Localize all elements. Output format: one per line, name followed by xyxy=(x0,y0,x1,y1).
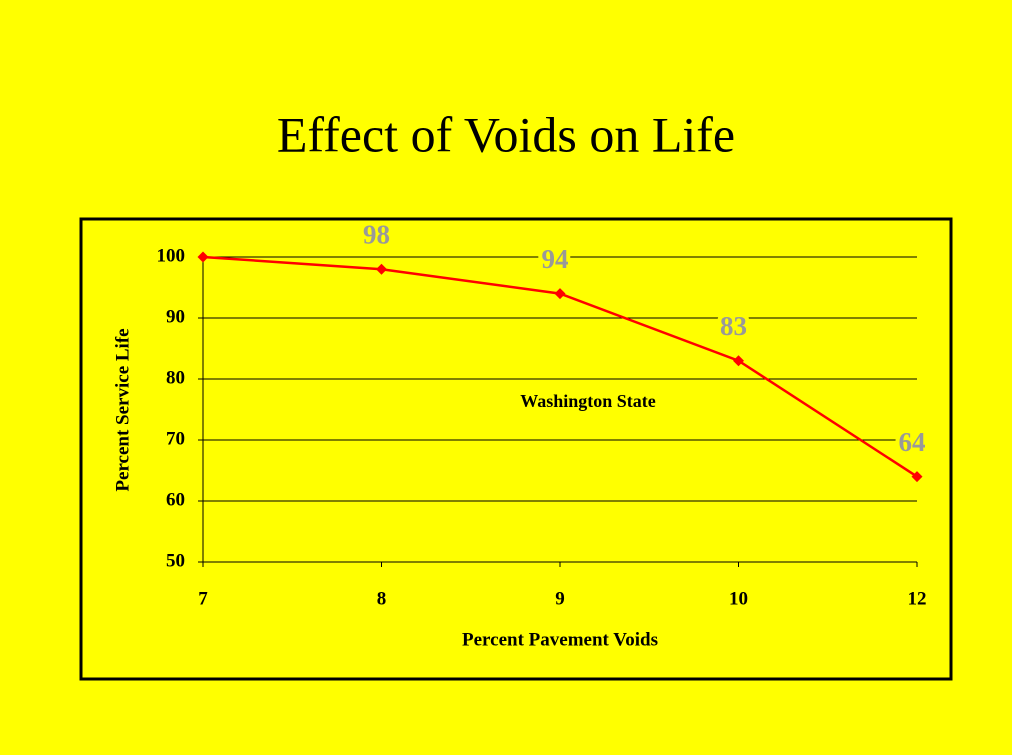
data-point xyxy=(554,288,566,300)
x-tick-label: 12 xyxy=(908,588,927,609)
y-tick-label: 90 xyxy=(166,306,185,327)
y-tick-label: 70 xyxy=(166,428,185,449)
data-point xyxy=(376,263,387,275)
chart-frame xyxy=(79,217,953,681)
y-tick-label: 100 xyxy=(157,245,186,266)
x-tick-label: 8 xyxy=(377,588,387,609)
annotation: Washington State xyxy=(520,391,656,411)
x-tick-label: 7 xyxy=(198,588,208,609)
y-tick-label: 50 xyxy=(166,550,185,571)
chart-title: Effect of Voids on Life xyxy=(277,106,735,162)
data-label: 98 xyxy=(363,219,390,249)
x-axis-title: Percent Pavement Voids xyxy=(462,629,658,650)
x-tick-label: 9 xyxy=(555,588,565,609)
data-point xyxy=(197,251,209,263)
y-tick-label: 60 xyxy=(166,489,185,510)
y-axis-title: Percent Service Life xyxy=(112,328,133,491)
data-point xyxy=(733,355,744,367)
data-label: 83 xyxy=(720,311,747,341)
x-tick-label: 10 xyxy=(729,588,748,609)
data-point xyxy=(911,471,923,483)
y-tick-label: 80 xyxy=(166,367,185,388)
data-label: 94 xyxy=(542,244,569,274)
data-label: 64 xyxy=(899,427,926,457)
